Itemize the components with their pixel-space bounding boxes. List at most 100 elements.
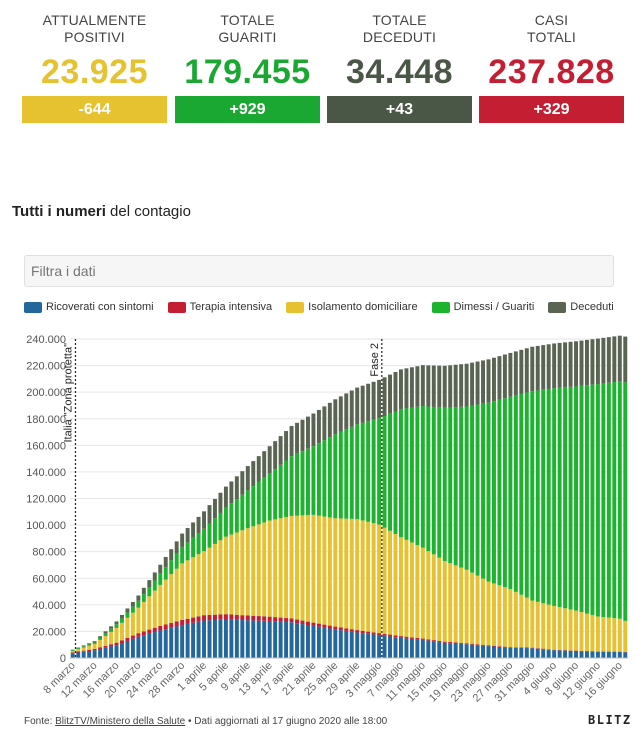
- bar-stack[interactable]: [415, 366, 420, 658]
- bar-stack[interactable]: [371, 381, 376, 658]
- bar-stack[interactable]: [262, 451, 267, 658]
- bar-stack[interactable]: [76, 647, 81, 658]
- bar-stack[interactable]: [541, 345, 546, 658]
- bar-stack[interactable]: [92, 641, 97, 658]
- bar-stack[interactable]: [481, 360, 485, 658]
- bar-stack[interactable]: [524, 348, 529, 658]
- bar-stack[interactable]: [120, 614, 124, 658]
- bar-stack[interactable]: [409, 367, 414, 658]
- bar-stack[interactable]: [191, 522, 196, 658]
- bar-stack[interactable]: [141, 587, 146, 658]
- bar-stack[interactable]: [196, 516, 201, 658]
- bar-stack[interactable]: [284, 431, 289, 658]
- bar-stack[interactable]: [574, 341, 578, 658]
- bar-stack[interactable]: [579, 340, 584, 658]
- bar-stack[interactable]: [513, 351, 518, 658]
- bar-stack[interactable]: [109, 626, 113, 658]
- legend-item-ricoverati[interactable]: Ricoverati con sintomi: [24, 300, 154, 314]
- legend-item-guariti[interactable]: Dimessi / Guariti: [431, 300, 534, 314]
- bar-stack[interactable]: [223, 486, 228, 658]
- bar-stack[interactable]: [426, 365, 431, 658]
- bar-stack[interactable]: [437, 365, 442, 658]
- bar-stack[interactable]: [399, 369, 403, 658]
- bar-stack[interactable]: [125, 608, 130, 658]
- filter-input[interactable]: [24, 255, 614, 287]
- bar-stack[interactable]: [245, 466, 250, 658]
- bar-stack[interactable]: [601, 337, 606, 658]
- bar-stack[interactable]: [590, 339, 595, 658]
- bar-stack[interactable]: [136, 595, 141, 659]
- bar-stack[interactable]: [295, 422, 299, 658]
- bar-stack[interactable]: [475, 361, 480, 658]
- legend-item-terapia[interactable]: Terapia intensiva: [167, 300, 272, 314]
- bar-stack[interactable]: [546, 344, 551, 658]
- bar-stack[interactable]: [470, 362, 475, 658]
- bar-stack[interactable]: [174, 541, 179, 658]
- bar-stack[interactable]: [388, 374, 392, 658]
- bar-stack[interactable]: [502, 354, 507, 658]
- bar-stack[interactable]: [234, 476, 239, 658]
- bar-stack[interactable]: [355, 387, 360, 658]
- bar-stack[interactable]: [185, 528, 190, 658]
- bar-stack[interactable]: [568, 341, 573, 658]
- bar-stack[interactable]: [267, 446, 272, 658]
- bar-stack[interactable]: [585, 339, 589, 658]
- bar-stack[interactable]: [81, 645, 86, 658]
- bar-stack[interactable]: [530, 346, 535, 658]
- bar-stack[interactable]: [300, 419, 305, 658]
- bar-stack[interactable]: [278, 436, 283, 658]
- bar-stack[interactable]: [508, 352, 513, 658]
- bar-stack[interactable]: [169, 549, 174, 658]
- bar-stack[interactable]: [213, 498, 217, 658]
- bar-stack[interactable]: [344, 393, 349, 658]
- bar-stack[interactable]: [218, 492, 223, 658]
- bar-stack[interactable]: [289, 425, 294, 658]
- bar-stack[interactable]: [87, 643, 92, 658]
- bar-stack[interactable]: [366, 383, 371, 658]
- bar-stack[interactable]: [393, 372, 398, 658]
- bar-stack[interactable]: [448, 365, 453, 658]
- bar-stack[interactable]: [311, 413, 316, 658]
- bar-stack[interactable]: [158, 564, 163, 658]
- bar-stack[interactable]: [70, 649, 75, 658]
- bar-stack[interactable]: [349, 390, 354, 658]
- bar-stack[interactable]: [322, 406, 327, 658]
- bar-stack[interactable]: [612, 336, 617, 658]
- bar-stack[interactable]: [180, 533, 185, 658]
- bar-stack[interactable]: [130, 601, 135, 658]
- bar-stack[interactable]: [273, 441, 278, 658]
- bar-stack[interactable]: [163, 556, 168, 658]
- bar-stack[interactable]: [338, 396, 343, 658]
- bar-stack[interactable]: [327, 402, 332, 658]
- bar-stack[interactable]: [453, 364, 458, 658]
- bar-stack[interactable]: [251, 461, 256, 658]
- bar-stack[interactable]: [464, 363, 469, 658]
- bar-stack[interactable]: [360, 385, 365, 658]
- bar-stack[interactable]: [595, 338, 600, 658]
- bar-stack[interactable]: [240, 471, 245, 658]
- bar-stack[interactable]: [623, 336, 628, 658]
- bar-stack[interactable]: [404, 368, 409, 658]
- bar-stack[interactable]: [431, 365, 436, 658]
- bar-stack[interactable]: [202, 511, 206, 658]
- bar-stack[interactable]: [486, 359, 491, 658]
- bar-stack[interactable]: [557, 342, 562, 658]
- bar-stack[interactable]: [147, 580, 152, 658]
- bar-stack[interactable]: [316, 409, 321, 658]
- bar-stack[interactable]: [442, 365, 447, 658]
- bar-stack[interactable]: [207, 505, 212, 658]
- footer-source-link[interactable]: BlitzTV/Ministero della Salute: [55, 716, 186, 727]
- bar-stack[interactable]: [229, 481, 234, 658]
- bar-stack[interactable]: [152, 572, 157, 658]
- bar-stack[interactable]: [377, 379, 382, 658]
- bar-stack[interactable]: [519, 349, 524, 658]
- bar-stack[interactable]: [333, 399, 338, 658]
- bar-stack[interactable]: [420, 365, 425, 658]
- bar-stack[interactable]: [552, 343, 557, 658]
- bar-stack[interactable]: [497, 356, 502, 658]
- bar-stack[interactable]: [535, 345, 540, 658]
- bar-stack[interactable]: [606, 337, 611, 658]
- bar-stack[interactable]: [617, 335, 622, 658]
- bar-stack[interactable]: [103, 631, 108, 658]
- bar-stack[interactable]: [459, 364, 464, 658]
